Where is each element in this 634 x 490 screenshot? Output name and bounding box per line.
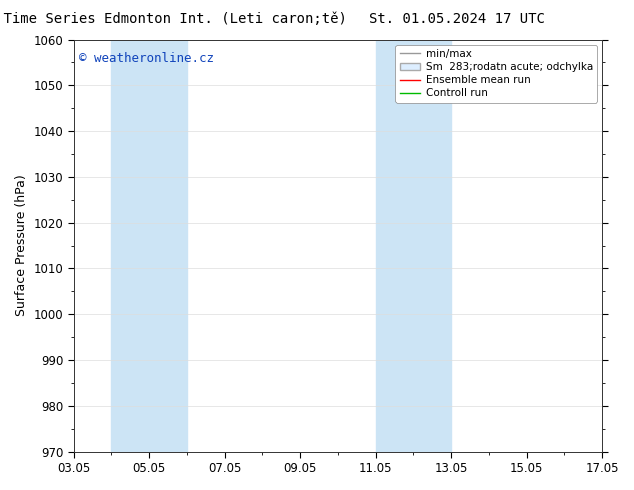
- Bar: [112, 40, 187, 452]
- Bar: [376, 40, 451, 452]
- Legend: min/max, Sm  283;rodatn acute; odchylka, Ensemble mean run, Controll run: min/max, Sm 283;rodatn acute; odchylka, …: [396, 45, 597, 102]
- Text: ENS Time Series Edmonton Int. (Leti caron;tě): ENS Time Series Edmonton Int. (Leti caro…: [0, 12, 347, 26]
- Text: © weatheronline.cz: © weatheronline.cz: [79, 52, 214, 65]
- Text: St. 01.05.2024 17 UTC: St. 01.05.2024 17 UTC: [368, 12, 545, 26]
- Y-axis label: Surface Pressure (hPa): Surface Pressure (hPa): [15, 175, 28, 317]
